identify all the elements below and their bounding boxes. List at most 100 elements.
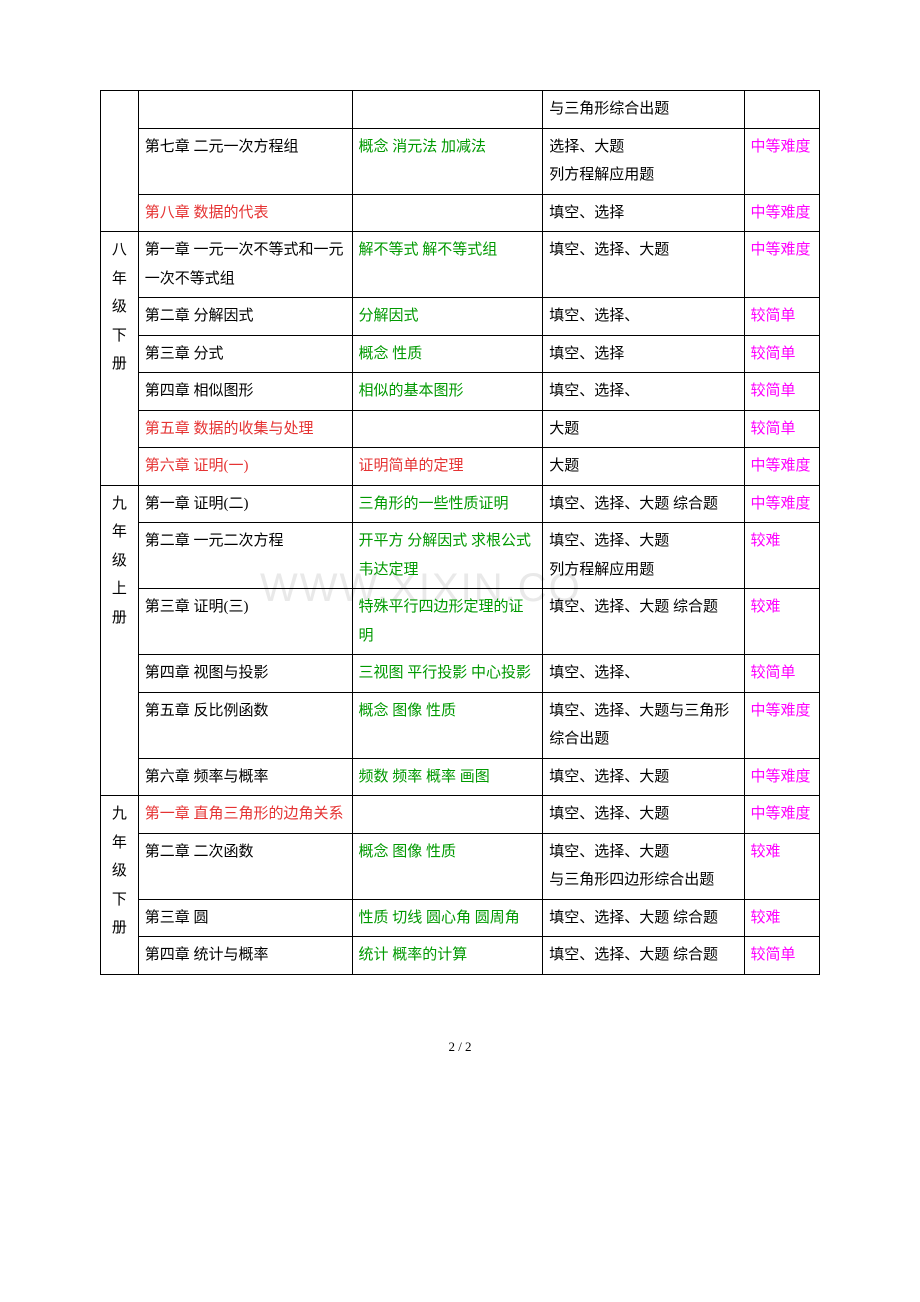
content-cell: 三角形的一些性质证明: [352, 485, 543, 523]
chapter-cell: 第四章 视图与投影: [138, 655, 352, 693]
difficulty-cell: 中等难度: [744, 194, 819, 232]
difficulty-cell: 中等难度: [744, 448, 819, 486]
content-cell: 分解因式: [352, 298, 543, 336]
chapter-cell: 第五章 数据的收集与处理: [138, 410, 352, 448]
question-type-cell: 填空、选择: [543, 194, 744, 232]
content-cell: 性质 切线 圆心角 圆周角: [352, 899, 543, 937]
chapter-cell: [138, 91, 352, 129]
question-type-cell: 填空、选择、大题 综合题: [543, 937, 744, 975]
question-type-cell: 填空、选择: [543, 335, 744, 373]
content-cell: 相似的基本图形: [352, 373, 543, 411]
question-type-cell: 填空、选择、大题 综合题: [543, 589, 744, 655]
content-cell: 开平方 分解因式 求根公式 韦达定理: [352, 523, 543, 589]
page-footer: 2 / 2: [100, 1035, 820, 1060]
table-row: 九年级下册第一章 直角三角形的边角关系填空、选择、大题中等难度: [101, 796, 820, 834]
table-row: 第五章 反比例函数概念 图像 性质填空、选择、大题与三角形综合出题中等难度: [101, 692, 820, 758]
difficulty-cell: 较简单: [744, 335, 819, 373]
content-cell: [352, 91, 543, 129]
question-type-cell: 填空、选择、大题列方程解应用题: [543, 523, 744, 589]
content-cell: 解不等式 解不等式组: [352, 232, 543, 298]
question-type-cell: 与三角形综合出题: [543, 91, 744, 129]
content-cell: 概念 消元法 加减法: [352, 128, 543, 194]
chapter-cell: 第八章 数据的代表: [138, 194, 352, 232]
chapter-cell: 第五章 反比例函数: [138, 692, 352, 758]
content-cell: 概念 图像 性质: [352, 833, 543, 899]
question-type-cell: 填空、选择、大题 综合题: [543, 485, 744, 523]
content-cell: 概念 图像 性质: [352, 692, 543, 758]
chapter-cell: 第一章 直角三角形的边角关系: [138, 796, 352, 834]
table-row: 第四章 统计与概率统计 概率的计算填空、选择、大题 综合题较简单: [101, 937, 820, 975]
table-row: 第五章 数据的收集与处理 大题较简单: [101, 410, 820, 448]
question-type-cell: 填空、选择、大题 综合题: [543, 899, 744, 937]
table-row: 第三章 证明(三)特殊平行四边形定理的证明填空、选择、大题 综合题较难: [101, 589, 820, 655]
question-type-cell: 填空、选择、大题: [543, 232, 744, 298]
difficulty-cell: 较简单: [744, 298, 819, 336]
difficulty-cell: 较难: [744, 899, 819, 937]
table-row: 第三章 分式概念 性质填空、选择较简单: [101, 335, 820, 373]
table-row: 八年级下册第一章 一元一次不等式和一元一次不等式组解不等式 解不等式组填空、选择…: [101, 232, 820, 298]
difficulty-cell: 较难: [744, 523, 819, 589]
chapter-cell: 第四章 相似图形: [138, 373, 352, 411]
content-cell: 三视图 平行投影 中心投影: [352, 655, 543, 693]
question-type-cell: 填空、选择、大题与三角形综合出题: [543, 692, 744, 758]
content-cell: [352, 796, 543, 834]
chapter-cell: 第二章 一元二次方程: [138, 523, 352, 589]
chapter-cell: 第二章 二次函数: [138, 833, 352, 899]
difficulty-cell: 中等难度: [744, 485, 819, 523]
grade-label: 八年级下册: [101, 232, 139, 486]
question-type-cell: 大题: [543, 448, 744, 486]
question-type-cell: 填空、选择、大题: [543, 796, 744, 834]
table-row: 第二章 一元二次方程开平方 分解因式 求根公式 韦达定理填空、选择、大题列方程解…: [101, 523, 820, 589]
grade-label: 九年级上册: [101, 485, 139, 796]
question-type-cell: 大题: [543, 410, 744, 448]
question-type-cell: 填空、选择、大题: [543, 758, 744, 796]
difficulty-cell: 较难: [744, 589, 819, 655]
table-row: 第七章 二元一次方程组概念 消元法 加减法选择、大题列方程解应用题中等难度: [101, 128, 820, 194]
difficulty-cell: 中等难度: [744, 796, 819, 834]
table-row: 第六章 证明(一)证明简单的定理大题中等难度: [101, 448, 820, 486]
difficulty-cell: 较简单: [744, 373, 819, 411]
table-row: 九年级上册第一章 证明(二)三角形的一些性质证明填空、选择、大题 综合题中等难度: [101, 485, 820, 523]
table-row: 第四章 视图与投影三视图 平行投影 中心投影填空、选择、较简单: [101, 655, 820, 693]
page: WWW.XIXIN.CO 与三角形综合出题第七章 二元一次方程组概念 消元法 加…: [0, 0, 920, 1302]
question-type-cell: 填空、选择、: [543, 655, 744, 693]
content-cell: 统计 概率的计算: [352, 937, 543, 975]
content-cell: 特殊平行四边形定理的证明: [352, 589, 543, 655]
content-cell: 频数 频率 概率 画图: [352, 758, 543, 796]
grade-label: 九年级下册: [101, 796, 139, 975]
difficulty-cell: 中等难度: [744, 692, 819, 758]
chapter-cell: 第三章 圆: [138, 899, 352, 937]
chapter-cell: 第一章 一元一次不等式和一元一次不等式组: [138, 232, 352, 298]
chapter-cell: 第一章 证明(二): [138, 485, 352, 523]
table-row: 第八章 数据的代表 填空、选择中等难度: [101, 194, 820, 232]
difficulty-cell: 较简单: [744, 937, 819, 975]
chapter-cell: 第三章 证明(三): [138, 589, 352, 655]
syllabus-table: 与三角形综合出题第七章 二元一次方程组概念 消元法 加减法选择、大题列方程解应用…: [100, 90, 820, 975]
chapter-cell: 第六章 频率与概率: [138, 758, 352, 796]
content-cell: [352, 410, 543, 448]
table-row: 第二章 二次函数概念 图像 性质填空、选择、大题与三角形四边形综合出题较难: [101, 833, 820, 899]
difficulty-cell: 较简单: [744, 655, 819, 693]
table-row: 第三章 圆性质 切线 圆心角 圆周角填空、选择、大题 综合题较难: [101, 899, 820, 937]
chapter-cell: 第四章 统计与概率: [138, 937, 352, 975]
chapter-cell: 第二章 分解因式: [138, 298, 352, 336]
table-row: 与三角形综合出题: [101, 91, 820, 129]
question-type-cell: 填空、选择、: [543, 373, 744, 411]
table-row: 第四章 相似图形相似的基本图形填空、选择、较简单: [101, 373, 820, 411]
difficulty-cell: 较难: [744, 833, 819, 899]
content-cell: [352, 194, 543, 232]
question-type-cell: 填空、选择、大题与三角形四边形综合出题: [543, 833, 744, 899]
content-cell: 证明简单的定理: [352, 448, 543, 486]
content-cell: 概念 性质: [352, 335, 543, 373]
chapter-cell: 第三章 分式: [138, 335, 352, 373]
difficulty-cell: 中等难度: [744, 758, 819, 796]
difficulty-cell: 较简单: [744, 410, 819, 448]
difficulty-cell: [744, 91, 819, 129]
question-type-cell: 选择、大题列方程解应用题: [543, 128, 744, 194]
chapter-cell: 第六章 证明(一): [138, 448, 352, 486]
difficulty-cell: 中等难度: [744, 232, 819, 298]
table-row: 第二章 分解因式分解因式填空、选择、较简单: [101, 298, 820, 336]
question-type-cell: 填空、选择、: [543, 298, 744, 336]
difficulty-cell: 中等难度: [744, 128, 819, 194]
table-row: 第六章 频率与概率频数 频率 概率 画图填空、选择、大题中等难度: [101, 758, 820, 796]
